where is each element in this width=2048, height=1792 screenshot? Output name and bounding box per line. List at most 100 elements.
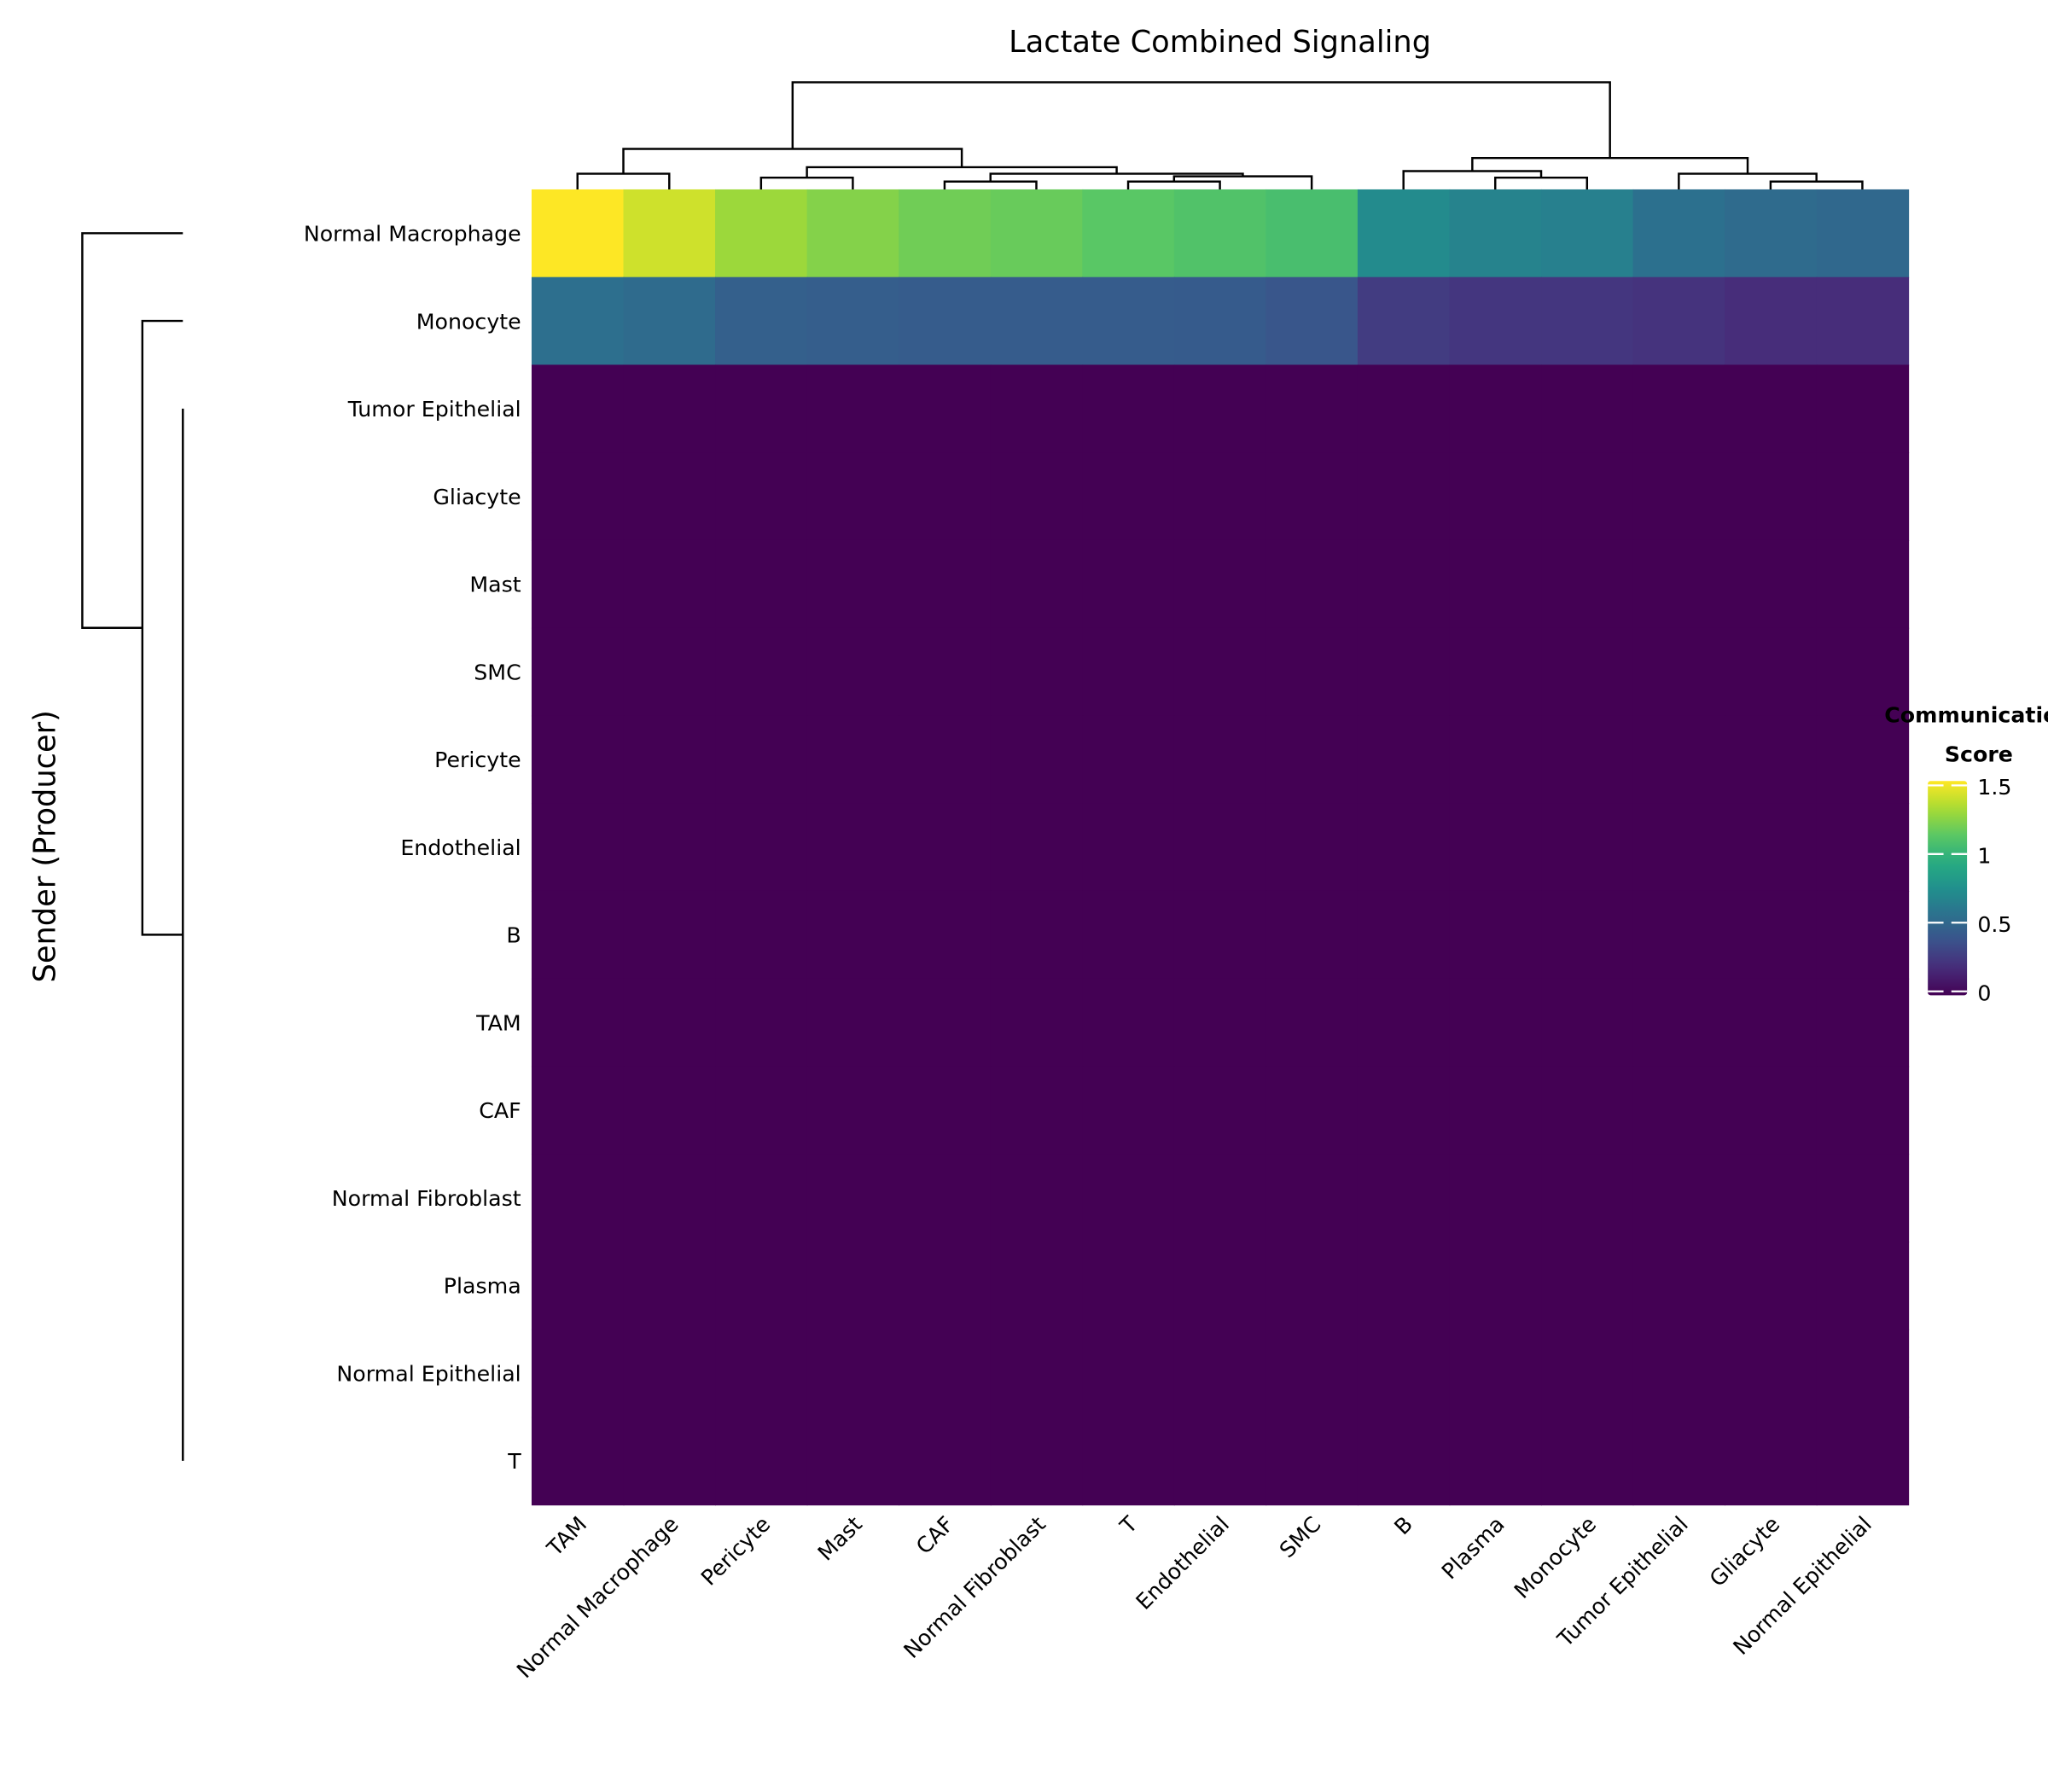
heatmap-cell: [1725, 1417, 1818, 1506]
heatmap-cell: [990, 715, 1084, 805]
heatmap-cell: [531, 539, 625, 629]
heatmap-cell: [1357, 539, 1451, 629]
heatmap-cell: [1632, 715, 1726, 805]
heatmap-cell: [623, 803, 716, 892]
heatmap-cell: [1357, 1154, 1451, 1242]
heatmap-cell: [899, 803, 992, 892]
heatmap-cell: [623, 1066, 716, 1155]
heatmap-cell: [1357, 890, 1451, 980]
heatmap-cell: [1541, 364, 1634, 454]
row-label: Normal Macrophage: [304, 222, 521, 247]
heatmap-cell: [1265, 715, 1359, 805]
heatmap-cell: [1449, 452, 1542, 541]
heatmap-cell: [1265, 1242, 1359, 1330]
heatmap-cell: [1632, 276, 1726, 366]
heatmap-cell: [1632, 1417, 1726, 1506]
heatmap-cell: [531, 1417, 625, 1506]
heatmap-cell: [1816, 890, 1910, 980]
dendrogram-branch: [943, 180, 1038, 189]
column-label: SMC: [1275, 1511, 1326, 1562]
heatmap-cell: [623, 1242, 716, 1330]
heatmap-cell: [899, 1329, 992, 1418]
heatmap-cell: [531, 1329, 625, 1418]
heatmap-cell: [806, 189, 900, 278]
heatmap-cell: [990, 1066, 1084, 1155]
heatmap-cell: [990, 189, 1084, 278]
heatmap-cell: [1265, 1417, 1359, 1506]
heatmap-cell: [715, 715, 808, 805]
heatmap-cell: [1357, 978, 1451, 1068]
heatmap-cell: [1173, 890, 1267, 980]
row-label: SMC: [474, 660, 521, 684]
heatmap-cell: [1357, 276, 1451, 366]
column-label: Monocyte: [1510, 1511, 1601, 1603]
heatmap-cell: [1816, 452, 1910, 541]
column-label: TAM: [542, 1511, 591, 1561]
heatmap-cell: [1357, 1417, 1451, 1506]
heatmap-cell: [899, 276, 992, 366]
heatmap-cell: [1632, 890, 1726, 980]
heatmap-cell: [1725, 1242, 1818, 1330]
heatmap-cell: [623, 189, 716, 278]
heatmap-cell: [531, 364, 625, 454]
heatmap-cell: [1082, 1066, 1175, 1155]
heatmap-cell: [806, 890, 900, 980]
heatmap-cell: [1082, 890, 1175, 980]
heatmap-cell: [1173, 1329, 1267, 1418]
heatmap-cell: [1082, 803, 1175, 892]
heatmap-cell: [1173, 803, 1267, 892]
heatmap-cell: [531, 627, 625, 717]
heatmap-cell: [1632, 1329, 1726, 1418]
heatmap-cell: [1541, 276, 1634, 366]
heatmap-cell: [806, 1154, 900, 1242]
row-label: Tumor Epithelial: [347, 397, 521, 422]
column-label: Normal Macrophage: [512, 1511, 684, 1683]
heatmap-cell: [990, 1242, 1084, 1330]
heatmap-cell: [1357, 715, 1451, 805]
heatmap-cell: [1357, 364, 1451, 454]
heatmap-cell: [623, 364, 716, 454]
heatmap-cell: [715, 627, 808, 717]
dendrogram-branch: [81, 232, 183, 629]
heatmap-cell: [1632, 1066, 1726, 1155]
heatmap-cell: [1725, 715, 1818, 805]
heatmap-cell: [1725, 539, 1818, 629]
heatmap-cell: [806, 1329, 900, 1418]
heatmap-cell: [1541, 189, 1634, 278]
heatmap-cell: [1816, 715, 1910, 805]
heatmap-cell: [990, 890, 1084, 980]
heatmap-cell: [1082, 715, 1175, 805]
heatmap-cell: [990, 452, 1084, 541]
heatmap-cell: [1816, 189, 1910, 278]
heatmap-cell: [1357, 803, 1451, 892]
heatmap-cell: [990, 627, 1084, 717]
heatmap-cell: [623, 890, 716, 980]
heatmap-cell: [1449, 1329, 1542, 1418]
heatmap-cell: [990, 539, 1084, 629]
heatmap-cell: [806, 1066, 900, 1155]
colorbar: [1928, 781, 1968, 996]
column-label: Plasma: [1437, 1511, 1510, 1584]
heatmap-cell: [1449, 1154, 1542, 1242]
heatmap-cell: [806, 452, 900, 541]
heatmap-cell: [1449, 1066, 1542, 1155]
dendrogram-branch: [141, 319, 183, 936]
heatmap-cell: [1816, 978, 1910, 1068]
heatmap-cell: [715, 1066, 808, 1155]
heatmap-cell: [531, 803, 625, 892]
heatmap-cell: [1541, 1066, 1634, 1155]
heatmap-cell: [1632, 627, 1726, 717]
heatmap-cell: [899, 1417, 992, 1506]
heatmap-cell: [1632, 539, 1726, 629]
colorbar-title-line1: Communication: [1884, 702, 2048, 727]
column-dendrogram: [576, 81, 1864, 189]
colorbar-title-line2: Score: [1945, 742, 2013, 766]
heatmap-cell: [899, 1242, 992, 1330]
heatmap-cell: [1173, 1242, 1267, 1330]
heatmap-cell: [1265, 627, 1359, 717]
heatmap-cell: [1357, 452, 1451, 541]
row-labels: Normal Macrophage Monocyte Tumor Epithelia…: [304, 222, 521, 1475]
heatmap-cell: [531, 715, 625, 805]
heatmap-cell: [623, 1154, 716, 1242]
